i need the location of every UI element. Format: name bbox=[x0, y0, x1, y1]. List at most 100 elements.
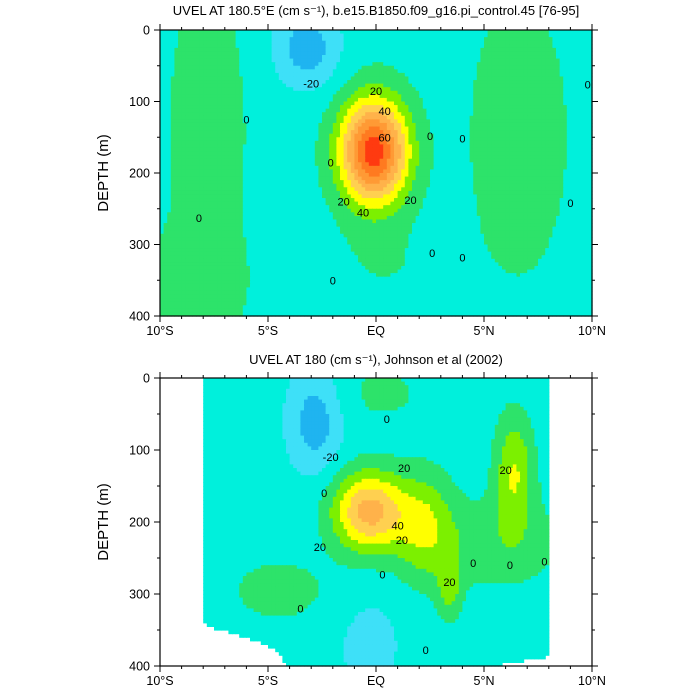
contour-cell bbox=[509, 101, 514, 106]
contour-cell bbox=[354, 55, 359, 60]
contour-cell bbox=[462, 115, 467, 120]
contour-cell bbox=[178, 51, 183, 56]
contour-cell bbox=[545, 155, 550, 160]
contour-cell bbox=[203, 33, 208, 38]
contour-cell bbox=[300, 37, 305, 42]
contour-cell bbox=[448, 65, 453, 70]
contour-cell bbox=[340, 87, 345, 92]
contour-cell bbox=[502, 55, 507, 60]
contour-cell bbox=[563, 62, 568, 67]
contour-cell bbox=[250, 115, 255, 120]
contour-cell bbox=[520, 47, 525, 53]
contour-cell bbox=[160, 65, 165, 70]
contour-cell bbox=[469, 151, 474, 156]
contour-cell bbox=[178, 62, 183, 67]
contour-cell bbox=[552, 62, 557, 67]
contour-cell bbox=[188, 119, 193, 124]
contour-cell bbox=[437, 122, 442, 128]
contour-cell bbox=[318, 55, 323, 60]
contour-cell bbox=[397, 83, 402, 88]
contour-cell bbox=[199, 69, 204, 74]
contour-cell bbox=[210, 30, 215, 35]
contour-cell bbox=[383, 108, 388, 113]
contour-cell bbox=[451, 133, 456, 138]
contour-cell bbox=[476, 115, 481, 120]
contour-cell bbox=[419, 140, 424, 145]
contour-cell bbox=[358, 30, 363, 35]
contour-cell bbox=[484, 115, 489, 120]
contour-cell bbox=[390, 40, 395, 45]
contour-cell bbox=[574, 62, 579, 67]
contour-cell bbox=[361, 83, 366, 88]
contour-cell bbox=[188, 176, 193, 181]
contour-cell bbox=[210, 37, 215, 42]
contour-cell bbox=[386, 101, 391, 106]
contour-cell bbox=[246, 62, 251, 67]
contour-cell bbox=[404, 147, 409, 153]
contour-cell bbox=[264, 37, 269, 42]
contour-cell bbox=[487, 101, 492, 106]
contour-cell bbox=[520, 115, 525, 120]
contour-cell bbox=[469, 51, 474, 56]
contour-cell bbox=[469, 158, 474, 163]
contour-cell bbox=[268, 162, 273, 167]
contour-cell bbox=[372, 112, 377, 117]
contour-cell bbox=[419, 151, 424, 156]
contour-cell bbox=[487, 165, 492, 171]
contour-cell bbox=[386, 58, 391, 63]
contour-cell bbox=[343, 65, 348, 70]
contour-cell bbox=[271, 37, 276, 42]
contour-cell bbox=[545, 140, 550, 145]
contour-cell bbox=[426, 165, 431, 171]
contour-cell bbox=[246, 65, 251, 70]
contour-cell bbox=[296, 76, 301, 81]
contour-cell bbox=[278, 58, 283, 63]
contour-cell bbox=[181, 105, 186, 110]
contour-cell bbox=[361, 90, 366, 95]
contour-cell bbox=[376, 65, 381, 70]
contour-cell bbox=[329, 55, 334, 60]
contour-cell bbox=[383, 176, 388, 181]
contour-cell bbox=[419, 176, 424, 181]
contour-cell bbox=[329, 69, 334, 74]
contour-cell bbox=[487, 130, 492, 135]
contour-cell bbox=[260, 133, 265, 138]
contour-cell bbox=[484, 62, 489, 67]
contour-cell bbox=[394, 40, 399, 45]
contour-cell bbox=[260, 55, 265, 60]
contour-cell bbox=[235, 65, 240, 70]
contour-cell bbox=[296, 122, 301, 128]
contour-cell bbox=[206, 173, 211, 178]
contour-cell bbox=[538, 101, 543, 106]
contour-cell bbox=[296, 119, 301, 124]
contour-cell bbox=[358, 37, 363, 42]
contour-cell bbox=[260, 58, 265, 63]
contour-cell bbox=[242, 176, 247, 181]
contour-cell bbox=[552, 158, 557, 163]
contour-cell bbox=[322, 51, 327, 56]
contour-cell bbox=[444, 97, 449, 103]
contour-cell bbox=[167, 33, 172, 38]
contour-cell bbox=[538, 115, 543, 120]
contour-cell bbox=[282, 105, 287, 110]
contour-cell bbox=[505, 155, 510, 160]
contour-cell bbox=[343, 137, 348, 142]
contour-cell bbox=[196, 58, 201, 63]
contour-cell bbox=[350, 76, 355, 81]
contour-cell bbox=[368, 165, 373, 171]
contour-cell bbox=[494, 87, 499, 92]
contour-cell bbox=[394, 169, 399, 174]
contour-cell bbox=[512, 44, 517, 49]
contour-cell bbox=[480, 37, 485, 42]
contour-cell bbox=[221, 87, 226, 92]
contour-cell bbox=[354, 97, 359, 103]
contour-cell bbox=[350, 140, 355, 145]
contour-cell bbox=[404, 155, 409, 160]
contour-cell bbox=[444, 108, 449, 113]
contour-cell bbox=[160, 62, 165, 67]
contour-cell bbox=[304, 33, 309, 38]
contour-cell bbox=[545, 97, 550, 103]
contour-cell bbox=[426, 155, 431, 160]
contour-cell bbox=[534, 37, 539, 42]
contour-cell bbox=[174, 162, 179, 167]
